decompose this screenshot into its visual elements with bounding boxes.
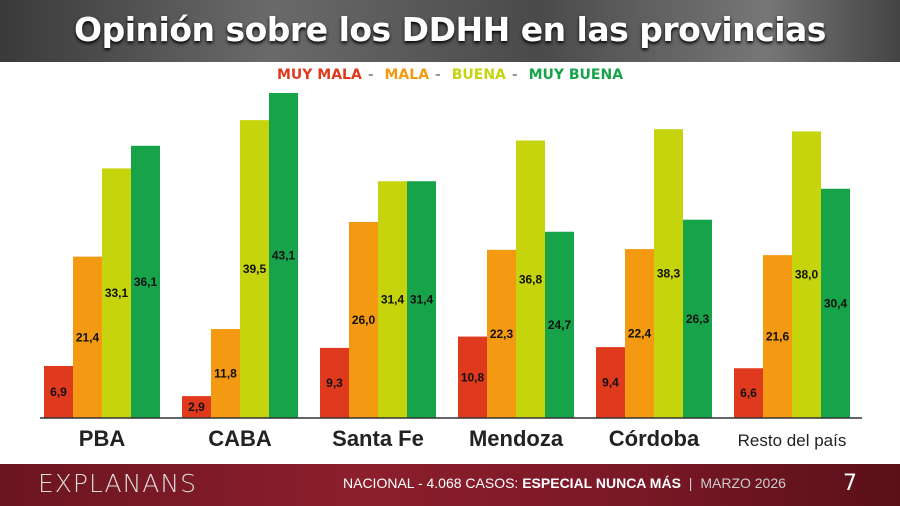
data-label: 22,4 [628,327,652,341]
category-label: Córdoba [609,426,700,451]
bar [44,365,73,418]
data-label: 6,9 [50,385,67,399]
brand-logo: EXPLANANS [38,469,197,498]
header-banner [0,0,900,62]
data-label: 9,4 [602,376,619,390]
data-label: 31,4 [381,293,405,307]
category-label: Santa Fe [332,426,424,451]
bar [349,221,378,418]
data-label: 10,8 [461,370,485,384]
bar [378,181,407,418]
footer: EXPLANANS NACIONAL - 4.068 CASOS: ESPECI… [0,464,900,506]
bar [269,93,298,418]
bar [458,336,487,418]
data-label: 9,3 [326,376,343,390]
bar [734,368,763,418]
bar [73,256,102,418]
data-label: 43,1 [272,249,296,263]
bar [320,347,349,418]
category-label: PBA [79,426,126,451]
category-label: Mendoza [469,426,564,451]
bar [683,219,712,418]
data-label: 6,6 [740,386,757,400]
data-label: 31,4 [410,293,434,307]
data-label: 38,3 [657,267,681,281]
bar [596,347,625,418]
data-label: 38,0 [795,268,819,282]
bar [407,181,436,418]
bar [240,120,269,418]
data-label: 24,7 [548,318,572,332]
bar [102,168,131,418]
data-label: 21,6 [766,330,790,344]
data-label: 26,0 [352,313,376,327]
bar-chart: 6,9 21,4 33,1 36,1 PBA 2,9 11,8 39,5 43,1 CABA 9,3… [40,93,862,451]
category-label: Resto del país [738,431,847,450]
category-label: CABA [208,426,272,451]
bar [763,255,792,418]
data-label: 39,5 [243,262,267,276]
bar [516,140,545,418]
data-label: 36,8 [519,272,543,286]
data-label: 21,4 [76,330,100,344]
legend-mala: MALA [384,67,430,83]
data-label: 30,4 [824,296,848,310]
bar [821,188,850,418]
data-label: 2,9 [188,400,205,414]
footer-text: NACIONAL - 4.068 CASOS: ESPECIAL NUNCA M… [343,475,786,491]
bar [625,249,654,418]
data-label: 36,1 [134,275,158,289]
data-label: 11,8 [214,367,237,381]
bar [545,231,574,418]
bar [654,129,683,419]
bar [792,131,821,418]
bar [487,249,516,418]
bar [131,145,160,418]
legend: MUY MALA - MALA - BUENA - MUY BUENA [276,67,624,83]
chart-title: Opinión sobre los DDHH en las provincias [74,10,826,49]
legend-buena: BUENA [451,67,506,83]
data-label: 22,3 [490,327,514,341]
data-label: 26,3 [686,312,710,326]
bar [182,396,211,418]
legend-muy-mala: MUY MALA [276,67,362,83]
bar [211,329,240,418]
page-number: 7 [843,471,857,496]
data-label: 33,1 [105,286,129,300]
legend-muy-buena: MUY BUENA [528,67,624,83]
